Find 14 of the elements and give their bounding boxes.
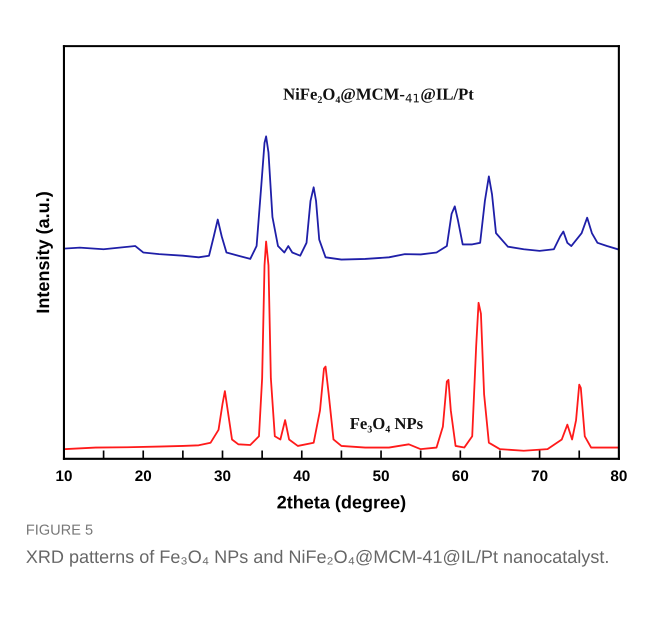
caption: FIGURE 5 <box>27 524 92 535</box>
x-tick-label: 80 <box>610 470 627 482</box>
x-tick-label: 70 <box>532 470 548 482</box>
x-tick-label: 60 <box>452 470 468 482</box>
x-axis-title: 2theta (degree) <box>277 495 406 512</box>
x-tick-label: 40 <box>294 470 310 482</box>
x-tick-label: 50 <box>373 470 389 482</box>
x-tick-label: 10 <box>56 470 72 482</box>
text: NiFe₂O₄@MCM-$_{41}$@IL/Pt <box>283 88 474 103</box>
x-tick-label: 20 <box>135 470 152 482</box>
y-axis-title: Intensity (a.u.) <box>36 192 53 312</box>
x-tick-label: 30 <box>214 470 230 482</box>
series-label: Fe₃O₄ NPs <box>350 418 423 432</box>
text: XRD patterns of Fe₃O₄ NPs and NiFe₂O₄@MCM-41@IL/Pt nanocatalyst. <box>26 550 608 567</box>
